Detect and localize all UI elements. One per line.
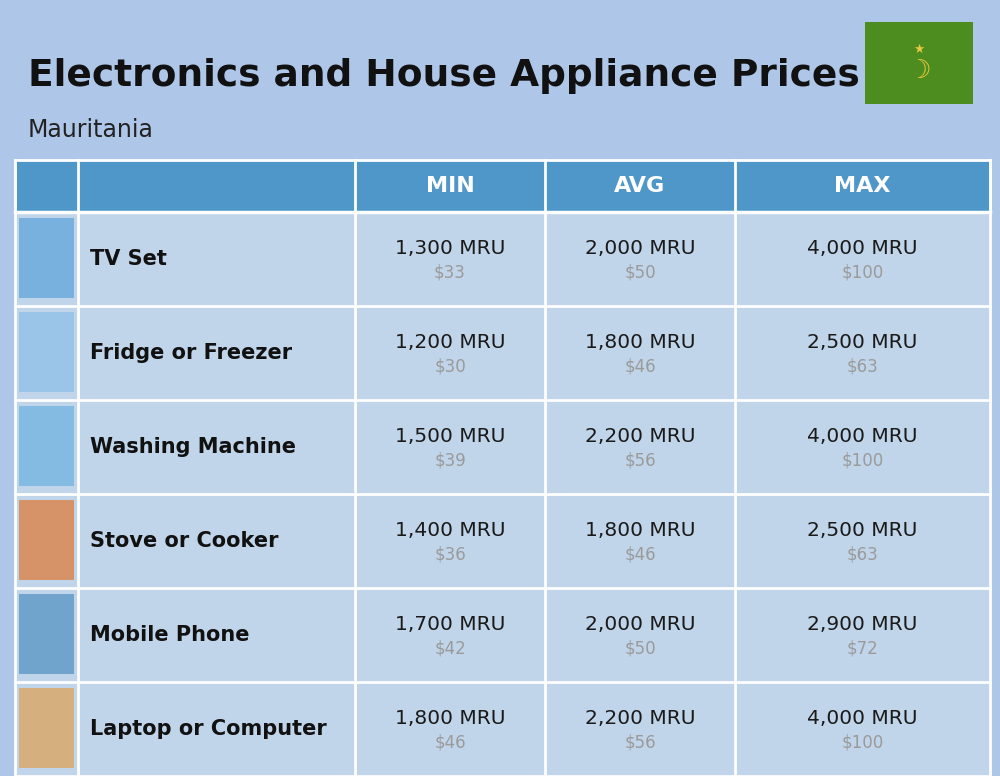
Text: MAX: MAX: [834, 176, 891, 196]
Text: $50: $50: [624, 640, 656, 658]
Bar: [79, 683, 354, 775]
Text: ★: ★: [913, 43, 925, 56]
Text: 1,800 MRU: 1,800 MRU: [585, 521, 695, 539]
Bar: [356, 495, 544, 587]
Bar: [19, 218, 74, 298]
Text: 1,500 MRU: 1,500 MRU: [395, 427, 505, 445]
Bar: [736, 213, 989, 305]
Bar: [78, 160, 355, 212]
Bar: [79, 401, 354, 493]
Text: $36: $36: [434, 546, 466, 564]
Text: 1,800 MRU: 1,800 MRU: [585, 332, 695, 352]
Bar: [546, 213, 734, 305]
Text: Stove or Cooker: Stove or Cooker: [90, 531, 278, 551]
Bar: [546, 307, 734, 399]
Bar: [735, 160, 990, 212]
Bar: [16, 213, 77, 305]
Text: 4,000 MRU: 4,000 MRU: [807, 427, 918, 445]
Bar: [19, 500, 74, 580]
Text: $100: $100: [841, 734, 884, 752]
Text: $39: $39: [434, 452, 466, 470]
Bar: [79, 307, 354, 399]
Text: 2,500 MRU: 2,500 MRU: [807, 332, 918, 352]
Text: 2,000 MRU: 2,000 MRU: [585, 238, 695, 258]
Bar: [546, 589, 734, 681]
Text: $46: $46: [434, 734, 466, 752]
Bar: [19, 688, 74, 768]
Bar: [16, 589, 77, 681]
Bar: [736, 495, 989, 587]
Text: 4,000 MRU: 4,000 MRU: [807, 238, 918, 258]
Bar: [736, 589, 989, 681]
Bar: [355, 160, 545, 212]
Text: $56: $56: [624, 452, 656, 470]
Text: 2,200 MRU: 2,200 MRU: [585, 427, 695, 445]
Text: AVG: AVG: [614, 176, 666, 196]
Text: $42: $42: [434, 640, 466, 658]
Bar: [546, 683, 734, 775]
Text: Mobile Phone: Mobile Phone: [90, 625, 250, 645]
Bar: [16, 683, 77, 775]
Text: 2,200 MRU: 2,200 MRU: [585, 708, 695, 728]
Text: TV Set: TV Set: [90, 249, 167, 269]
Bar: [865, 22, 973, 104]
Text: Mauritania: Mauritania: [28, 118, 154, 142]
Bar: [16, 401, 77, 493]
Bar: [79, 589, 354, 681]
Bar: [546, 495, 734, 587]
Text: $63: $63: [847, 546, 878, 564]
Bar: [356, 213, 544, 305]
Bar: [79, 495, 354, 587]
Bar: [356, 683, 544, 775]
Text: $100: $100: [841, 264, 884, 282]
Text: ☽: ☽: [907, 58, 931, 85]
Bar: [545, 160, 735, 212]
Text: 4,000 MRU: 4,000 MRU: [807, 708, 918, 728]
Text: $46: $46: [624, 546, 656, 564]
Text: Washing Machine: Washing Machine: [90, 437, 296, 457]
Text: 2,900 MRU: 2,900 MRU: [807, 615, 918, 633]
Text: $56: $56: [624, 734, 656, 752]
Bar: [736, 307, 989, 399]
Bar: [19, 594, 74, 674]
Bar: [736, 683, 989, 775]
Text: MIN: MIN: [426, 176, 474, 196]
Bar: [19, 406, 74, 486]
Text: 1,700 MRU: 1,700 MRU: [395, 615, 505, 633]
Bar: [15, 160, 990, 212]
Text: 1,800 MRU: 1,800 MRU: [395, 708, 505, 728]
Bar: [356, 401, 544, 493]
Text: Fridge or Freezer: Fridge or Freezer: [90, 343, 292, 363]
Text: Laptop or Computer: Laptop or Computer: [90, 719, 327, 739]
Text: Electronics and House Appliance Prices: Electronics and House Appliance Prices: [28, 58, 860, 94]
Text: 1,300 MRU: 1,300 MRU: [395, 238, 505, 258]
Bar: [16, 307, 77, 399]
Bar: [16, 495, 77, 587]
Text: $30: $30: [434, 358, 466, 376]
Text: 2,500 MRU: 2,500 MRU: [807, 521, 918, 539]
Bar: [356, 307, 544, 399]
Text: $100: $100: [841, 452, 884, 470]
Text: $50: $50: [624, 264, 656, 282]
Text: $63: $63: [847, 358, 878, 376]
Bar: [19, 312, 74, 392]
Bar: [15, 160, 78, 212]
Text: 1,200 MRU: 1,200 MRU: [395, 332, 505, 352]
Text: $46: $46: [624, 358, 656, 376]
Bar: [356, 589, 544, 681]
Bar: [79, 213, 354, 305]
Text: 1,400 MRU: 1,400 MRU: [395, 521, 505, 539]
Text: $72: $72: [847, 640, 878, 658]
Text: $33: $33: [434, 264, 466, 282]
Text: 2,000 MRU: 2,000 MRU: [585, 615, 695, 633]
Bar: [546, 401, 734, 493]
Bar: [736, 401, 989, 493]
